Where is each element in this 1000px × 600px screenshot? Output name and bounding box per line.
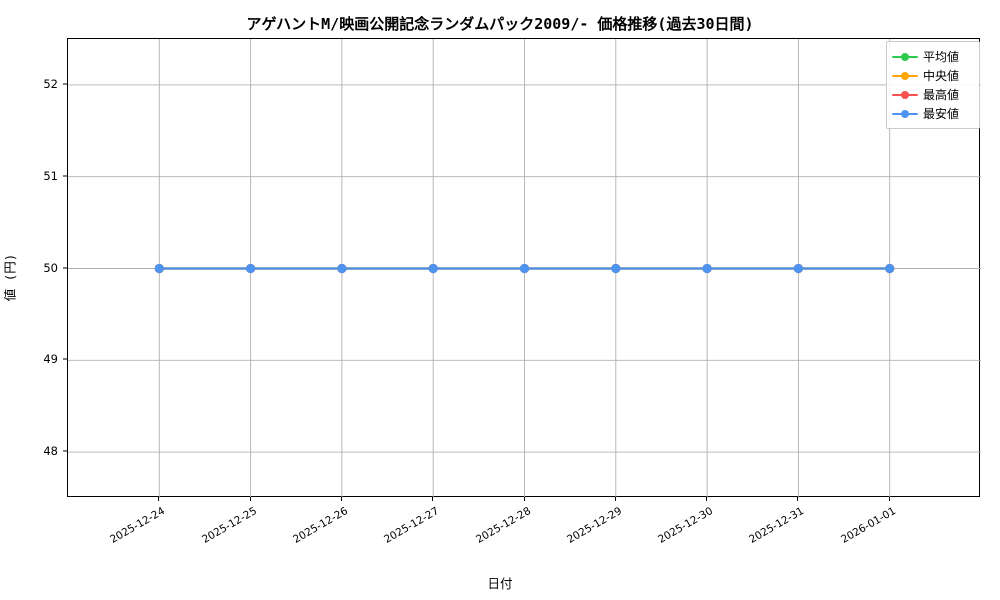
legend-item-2[interactable]: 中央値	[892, 66, 973, 85]
legend-label: 最高値	[923, 87, 960, 102]
x-tick-label: 2025-12-24	[108, 505, 168, 546]
data-point-marker[interactable]	[611, 263, 621, 274]
x-tick-label: 2026-01-01	[838, 505, 898, 546]
legend-marker-icon	[892, 51, 918, 63]
x-tick-label: 2025-12-28	[473, 505, 533, 546]
x-tick-mark	[797, 497, 799, 501]
x-tick-mark	[523, 497, 525, 501]
x-tick-label: 2025-12-31	[747, 505, 807, 546]
x-tick-mark	[158, 497, 160, 501]
chart-legend[interactable]: 平均値中央値最高値最安値	[886, 41, 980, 129]
x-tick-label: 2025-12-27	[382, 505, 442, 546]
data-point-marker[interactable]	[428, 263, 438, 274]
legend-marker-icon	[892, 70, 918, 82]
data-point-marker[interactable]	[885, 263, 895, 274]
legend-item-1[interactable]: 平均値	[892, 47, 973, 66]
legend-label: 中央値	[923, 68, 960, 83]
x-tick-mark	[706, 497, 708, 501]
y-axis-title: 値 (円)	[2, 253, 18, 302]
data-point-marker[interactable]	[154, 263, 164, 274]
y-tick-label: 51	[43, 168, 58, 183]
data-point-marker[interactable]	[246, 263, 256, 274]
legend-item-4[interactable]: 最安値	[892, 104, 973, 123]
series-4	[154, 263, 895, 274]
plot-canvas	[68, 39, 981, 498]
data-point-marker[interactable]	[702, 263, 712, 274]
y-tick-label: 52	[43, 76, 58, 91]
x-tick-mark	[432, 497, 434, 501]
data-point-marker[interactable]	[337, 263, 347, 274]
x-tick-label: 2025-12-25	[199, 505, 259, 546]
x-tick-mark	[888, 497, 890, 501]
plot-area	[67, 38, 981, 498]
data-point-marker[interactable]	[793, 263, 804, 274]
x-tick-mark	[340, 497, 342, 501]
y-tick-label: 48	[43, 444, 58, 459]
legend-label: 最安値	[923, 106, 960, 121]
legend-marker-icon	[892, 108, 918, 120]
x-tick-label: 2025-12-29	[564, 505, 624, 546]
legend-item-3[interactable]: 最高値	[892, 85, 973, 104]
x-tick-mark	[249, 497, 251, 501]
chart-title: アゲハントM/映画公開記念ランダムパック2009/- 価格推移(過去30日間)	[246, 15, 754, 33]
x-axis-title: 日付	[487, 576, 513, 591]
legend-marker-icon	[892, 89, 918, 101]
legend-label: 平均値	[923, 49, 960, 64]
x-tick-mark	[614, 497, 616, 501]
x-tick-label: 2025-12-26	[291, 505, 350, 546]
x-tick-label: 2025-12-30	[656, 505, 716, 546]
data-point-marker[interactable]	[519, 263, 530, 274]
